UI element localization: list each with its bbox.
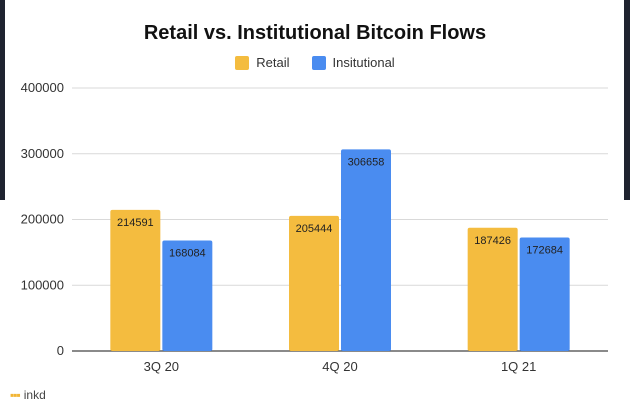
x-tick-label: 1Q 21 — [501, 359, 536, 374]
y-tick-label: 300000 — [21, 146, 64, 161]
bar-retail — [289, 215, 339, 351]
watermark: ▪▪▪ inkd — [10, 388, 46, 402]
chart-title: Retail vs. Institutional Bitcoin Flows — [143, 22, 487, 44]
data-label: 168084 — [169, 247, 206, 259]
y-tick-label: 400000 — [21, 80, 64, 95]
y-tick-label: 0 — [57, 343, 64, 358]
legend-swatch-retail — [235, 55, 250, 70]
data-label: 205444 — [296, 223, 333, 235]
bar-institutional — [519, 237, 570, 351]
y-tick-label: 200000 — [21, 212, 64, 227]
x-tick-label: 4Q 20 — [322, 359, 357, 374]
bar-institutional — [162, 240, 213, 351]
data-label: 172684 — [526, 244, 563, 256]
bar-retail — [467, 227, 518, 351]
y-tick-label: 100000 — [21, 277, 64, 292]
screen-frame-right — [624, 0, 630, 200]
x-tick-label: 3Q 20 — [144, 359, 179, 374]
chart-legend: Retail Insitutional — [0, 55, 630, 70]
legend-label-institutional: Insitutional — [332, 55, 395, 70]
logo-icon: ▪▪▪ — [10, 388, 21, 402]
legend-item-retail: Retail — [235, 55, 290, 70]
data-label: 214591 — [117, 217, 154, 229]
legend-item-institutional: Insitutional — [311, 55, 395, 70]
watermark-text: inkd — [23, 388, 46, 402]
bar-retail — [110, 209, 161, 351]
bar-institutional — [341, 149, 391, 351]
data-label: 187426 — [474, 235, 511, 247]
legend-swatch-institutional — [311, 55, 326, 70]
legend-label-retail: Retail — [256, 55, 290, 70]
screen-frame-left — [0, 0, 5, 200]
data-label: 306658 — [348, 156, 385, 168]
